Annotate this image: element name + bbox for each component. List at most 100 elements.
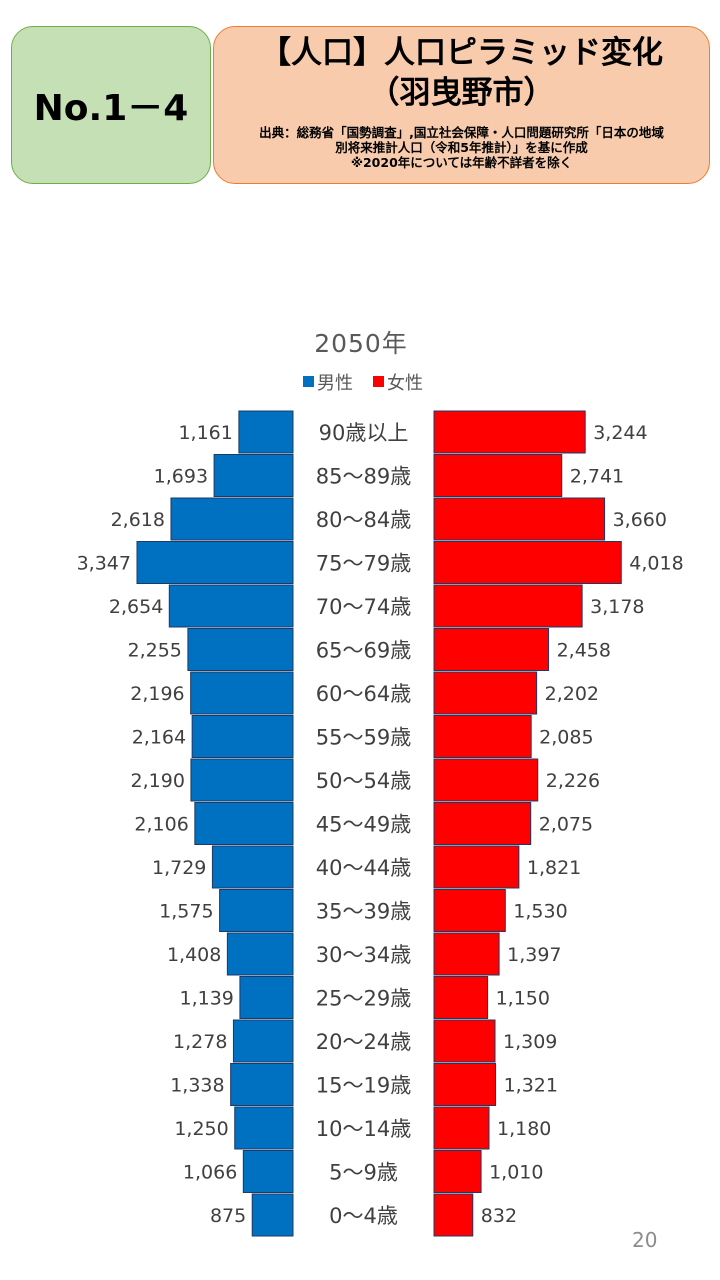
data-label-female: 2,226 <box>546 770 600 792</box>
data-label-male: 3,347 <box>77 553 131 575</box>
bar-female <box>433 454 563 497</box>
data-label-male: 2,618 <box>111 509 165 531</box>
legend-label-female: 女性 <box>387 373 423 394</box>
age-group-label: 0～4歳 <box>329 1204 398 1228</box>
data-label-female: 1,821 <box>527 857 581 879</box>
age-group-label: 90歳以上 <box>319 421 409 445</box>
age-group-label: 65～69歳 <box>316 639 411 663</box>
data-label-male: 2,654 <box>109 596 163 618</box>
data-label-female: 3,178 <box>590 596 644 618</box>
bar-female <box>433 976 489 1019</box>
age-group-label: 60～64歳 <box>316 682 411 706</box>
data-label-female: 1,397 <box>507 944 561 966</box>
data-label-female: 4,018 <box>629 553 683 575</box>
bar-male <box>230 1063 294 1106</box>
age-group-label: 55～59歳 <box>316 726 411 750</box>
bar-male <box>190 758 294 802</box>
bar-female <box>433 802 532 845</box>
data-label-female: 2,085 <box>539 727 593 749</box>
page-title-line1: 【人口】人口ピラミッド変化 <box>260 35 663 71</box>
bar-male <box>191 715 294 758</box>
bar-male <box>190 671 294 715</box>
data-label-female: 2,741 <box>570 466 624 488</box>
bar-female <box>433 671 538 715</box>
bar-female <box>433 715 532 758</box>
data-label-male: 2,190 <box>131 770 185 792</box>
data-label-male: 1,066 <box>183 1162 237 1184</box>
bar-male <box>226 932 294 976</box>
data-label-male: 1,693 <box>154 466 208 488</box>
page-title: 【人口】人口ピラミッド変化 （羽曳野市） <box>214 33 709 113</box>
bar-female <box>433 1150 482 1193</box>
bar-male <box>168 584 294 628</box>
bar-female <box>433 628 550 671</box>
age-group-label: 30～34歳 <box>316 943 411 967</box>
source-note: 出典：総務省「国勢調査」,国立社会保障・人口問題研究所「日本の地域 別将来推計人… <box>259 125 664 170</box>
bar-male <box>234 1106 294 1150</box>
age-group-label: 25～29歳 <box>316 987 411 1011</box>
data-label-female: 2,075 <box>539 814 593 836</box>
data-label-male: 875 <box>210 1205 246 1227</box>
data-label-female: 3,660 <box>613 509 667 531</box>
bar-female <box>433 1193 474 1237</box>
title-box: 【人口】人口ピラミッド変化 （羽曳野市） 出典：総務省「国勢調査」,国立社会保障… <box>213 26 710 184</box>
bar-female <box>433 758 539 802</box>
data-label-male: 2,106 <box>134 814 188 836</box>
bar-male <box>242 1150 294 1193</box>
bar-female <box>433 889 506 932</box>
data-label-female: 2,458 <box>557 640 611 662</box>
age-group-label: 70～74歳 <box>316 595 411 619</box>
data-label-female: 832 <box>481 1205 517 1227</box>
bar-male <box>239 976 294 1019</box>
data-label-male: 1,408 <box>167 944 221 966</box>
legend-label-male: 男性 <box>317 373 353 394</box>
data-label-male: 1,161 <box>178 422 232 444</box>
data-label-male: 1,575 <box>159 901 213 923</box>
section-number-box: No.1－4 <box>11 26 211 184</box>
data-label-female: 1,530 <box>513 901 567 923</box>
data-label-male: 1,729 <box>152 857 206 879</box>
age-group-label: 75～79歳 <box>316 552 411 576</box>
age-group-label: 50～54歳 <box>316 769 411 793</box>
bar-female <box>433 1063 497 1106</box>
data-label-male: 2,164 <box>132 727 186 749</box>
page-title-line2: （羽曳野市） <box>368 75 555 111</box>
age-group-label: 5～9歳 <box>329 1161 398 1185</box>
bar-male <box>170 497 294 541</box>
age-group-label: 45～49歳 <box>316 813 411 837</box>
data-label-male: 1,278 <box>173 1031 227 1053</box>
data-label-female: 1,150 <box>496 988 550 1010</box>
data-label-male: 1,338 <box>170 1075 224 1097</box>
chart-title: 2050年 <box>314 329 408 358</box>
bar-male <box>219 889 294 932</box>
bar-female <box>433 845 520 889</box>
bar-male <box>136 541 294 584</box>
bar-female <box>433 410 586 454</box>
age-group-label: 15～19歳 <box>316 1074 411 1098</box>
legend-swatch-male <box>303 376 314 387</box>
bar-female <box>433 541 622 584</box>
bar-male <box>211 845 294 889</box>
data-label-male: 2,255 <box>127 640 181 662</box>
age-group-label: 10～14歳 <box>316 1117 411 1141</box>
bar-female <box>433 932 500 976</box>
bar-female <box>433 1106 490 1150</box>
data-label-male: 1,250 <box>174 1118 228 1140</box>
bar-female <box>433 497 606 541</box>
age-group-label: 20～24歳 <box>316 1030 411 1054</box>
section-number: No.1－4 <box>33 88 189 129</box>
data-label-male: 1,139 <box>180 988 234 1010</box>
legend-swatch-female <box>373 376 384 387</box>
bar-male <box>251 1193 294 1237</box>
bar-female <box>433 1019 496 1063</box>
bar-male <box>238 410 294 454</box>
bar-female <box>433 584 583 628</box>
age-group-label: 85～89歳 <box>316 465 411 489</box>
data-label-female: 2,202 <box>545 683 599 705</box>
bar-male <box>187 628 294 671</box>
data-label-female: 1,309 <box>503 1031 557 1053</box>
data-label-female: 3,244 <box>593 422 647 444</box>
data-label-male: 2,196 <box>130 683 184 705</box>
data-label-female: 1,010 <box>489 1162 543 1184</box>
